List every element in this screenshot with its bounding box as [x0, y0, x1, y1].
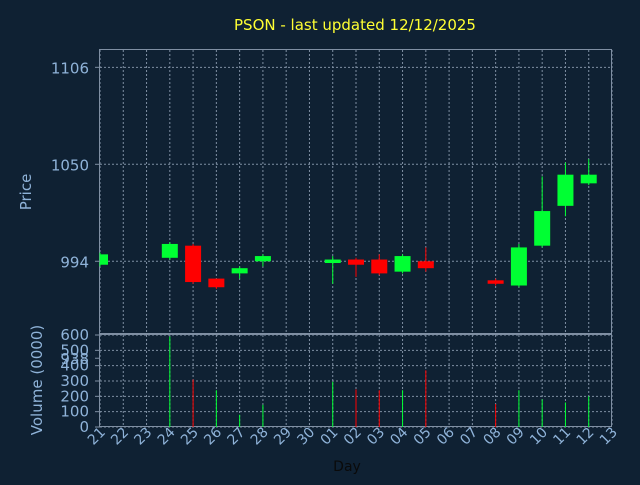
day-tick-label: 26 [201, 424, 225, 448]
volume-tick-label: 0 [79, 418, 89, 436]
price-axis-ticks: 938 994 1050 1106 [51, 59, 100, 368]
price-grid [99, 50, 613, 334]
volume-tick-label: 600 [60, 326, 89, 344]
volume-tick-label: 400 [60, 357, 89, 375]
candle-26 [208, 278, 225, 289]
day-tick-label: 04 [387, 424, 411, 448]
candle-28 [254, 254, 271, 267]
candle-24 [161, 242, 178, 260]
candle-12 [580, 159, 597, 186]
candle-11 [557, 162, 574, 217]
candle-body [394, 256, 411, 272]
candle-body [161, 243, 178, 258]
chart-title: PSON - last updated 12/12/2025 [234, 16, 476, 34]
price-axis-label: Price [17, 174, 35, 211]
day-tick-label: 03 [364, 425, 388, 449]
candle-10 [534, 176, 551, 248]
price-tick-label: 994 [60, 253, 89, 271]
volume-axis-label: Volume (0000) [28, 325, 46, 435]
day-tick-label: 28 [248, 425, 272, 449]
candles [99, 159, 597, 289]
day-tick-label: 02 [341, 425, 365, 449]
candle-body [185, 245, 202, 283]
candle-21 [99, 252, 108, 267]
candle-body [254, 256, 271, 262]
volume-tick-label: 300 [60, 372, 89, 390]
candle-body [557, 174, 574, 206]
day-tick-label: 08 [481, 425, 505, 449]
day-tick-label: 25 [178, 425, 202, 449]
volume-bars [169, 336, 590, 427]
candle-body [231, 268, 248, 274]
candle-body [580, 174, 597, 184]
day-tick-label: 30 [294, 425, 318, 449]
day-tick-label: 06 [434, 424, 458, 448]
day-tick-label: 13 [597, 425, 621, 449]
day-tick-label: 24 [155, 424, 179, 448]
candle-body [371, 259, 388, 274]
candle-body [510, 247, 527, 286]
volume-tick-label: 100 [60, 403, 89, 421]
day-tick-label: 10 [527, 425, 551, 449]
day-axis-label: Day [333, 459, 361, 475]
day-tick-label: 29 [271, 425, 295, 449]
candle-body [417, 261, 434, 269]
volume-tick-label: 200 [60, 387, 89, 405]
day-tick-label: 05 [411, 425, 435, 449]
candle-body [348, 259, 364, 265]
candle-25 [185, 243, 202, 284]
day-tick-label: 01 [318, 425, 342, 449]
candle-body [487, 280, 504, 284]
candle-04 [394, 254, 411, 274]
day-tick-label: 12 [574, 425, 598, 449]
day-tick-label: 09 [504, 425, 528, 449]
price-tick-label: 1106 [51, 59, 89, 77]
day-axis-ticks: 21 22 23 24 25 26 27 28 29 30 01 02 03 04 05 06 07 08 09 10… [85, 424, 621, 448]
price-tick-label: 938 [60, 350, 89, 368]
day-tick-label: 11 [550, 425, 574, 449]
candle-body [208, 278, 225, 288]
price-tick-label: 1050 [51, 156, 89, 174]
candle-27 [231, 266, 248, 279]
candle-02 [348, 257, 364, 277]
volume-tick-label: 500 [60, 341, 89, 359]
candle-05 [417, 247, 434, 272]
candle-03 [371, 254, 388, 276]
candle-01 [324, 256, 341, 284]
day-tick-label: 22 [108, 425, 132, 449]
candle-body [100, 254, 108, 265]
day-tick-label: 23 [131, 425, 155, 449]
candle-08 [487, 278, 504, 286]
day-tick-label: 07 [457, 425, 481, 449]
candle-09 [510, 243, 527, 288]
candle-body [324, 259, 341, 263]
day-tick-label: 27 [225, 425, 249, 449]
candle-body [534, 211, 551, 246]
